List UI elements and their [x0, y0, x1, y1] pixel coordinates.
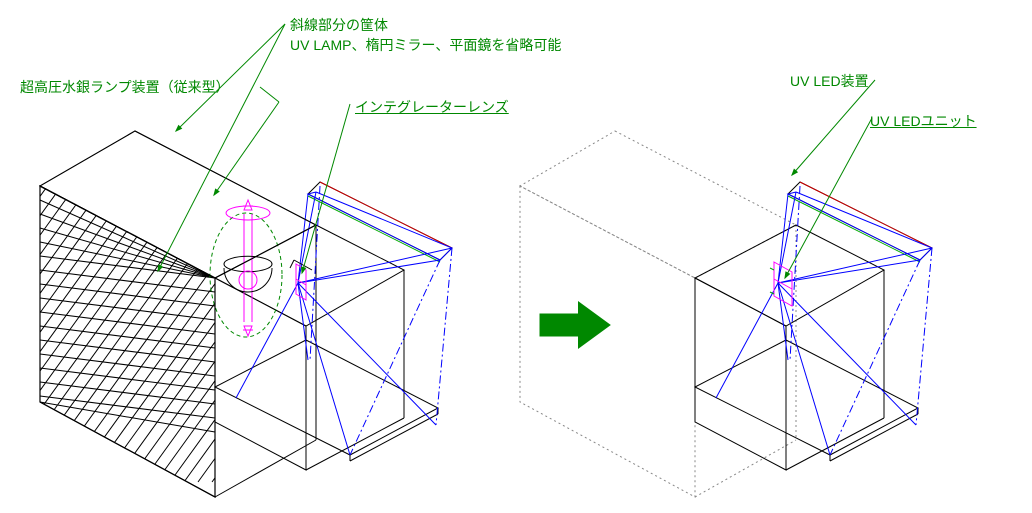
label-top_line2: UV LAMP、楕円ミラー、平面鏡を省略可能: [290, 36, 561, 54]
label-left_title: 超高圧水銀ランプ装置（従来型）: [20, 78, 230, 96]
label-right_title: UV LED装置: [790, 72, 869, 90]
label-top_line1: 斜線部分の筐体: [290, 16, 388, 34]
label-integrator: インテグレーターレンズ: [355, 98, 509, 116]
label-uv_led_unit: UV LEDユニット: [870, 112, 977, 130]
